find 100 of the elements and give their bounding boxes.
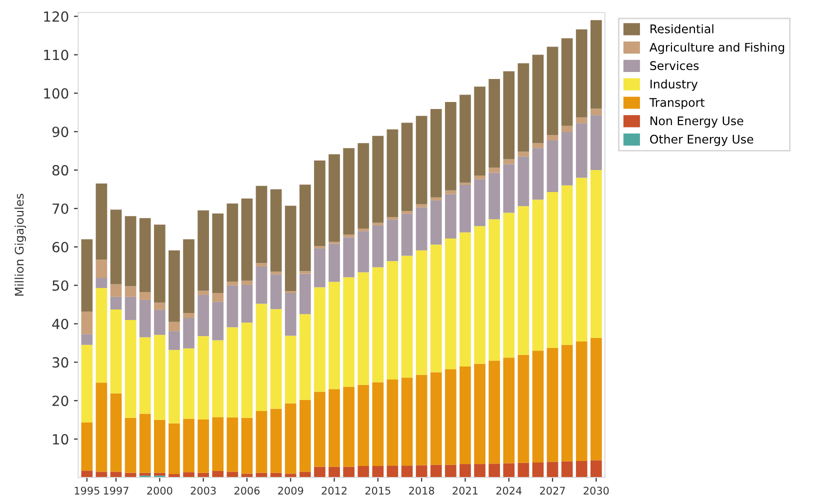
bar — [358, 228, 370, 232]
bar — [168, 322, 180, 332]
x-tick-label: 2003 — [190, 486, 216, 495]
bar — [139, 292, 151, 300]
bar — [183, 418, 194, 472]
bar — [444, 194, 456, 238]
bar — [460, 185, 471, 232]
y-axis-title: Million Gigajoules — [14, 194, 26, 296]
legend-label: Services — [650, 60, 699, 70]
y-tick-label: 70 — [52, 203, 68, 214]
y-tick-label: 30 — [52, 357, 68, 368]
bar — [110, 393, 122, 472]
x-tick-label: 2009 — [278, 486, 304, 495]
bar — [154, 420, 166, 473]
bar — [212, 302, 224, 340]
bar — [110, 210, 122, 284]
bar — [270, 408, 282, 473]
legend-label: Agriculture and Fishing — [649, 42, 784, 54]
x-tick-label: 2024 — [496, 486, 522, 495]
x-tick-label: 2030 — [584, 486, 609, 495]
legend-label: Other Energy Use — [650, 134, 754, 146]
bar — [270, 272, 282, 275]
bar — [518, 206, 530, 355]
bar — [154, 334, 166, 420]
bar — [314, 287, 326, 392]
bar — [561, 126, 573, 132]
bar — [532, 143, 544, 148]
bar — [532, 54, 544, 144]
bar — [372, 382, 384, 466]
bar — [168, 423, 180, 474]
bar — [139, 300, 151, 338]
bar — [401, 214, 413, 256]
bar — [590, 108, 602, 116]
bar — [226, 472, 238, 478]
bar — [561, 344, 573, 462]
bar — [430, 244, 442, 372]
bar — [386, 380, 398, 466]
bar — [96, 278, 108, 288]
bar — [416, 116, 428, 204]
bar — [226, 418, 238, 472]
bar — [401, 122, 413, 212]
bar — [96, 288, 108, 383]
bar — [474, 179, 486, 226]
bar — [241, 418, 253, 474]
bar — [401, 256, 413, 378]
bar — [503, 358, 515, 464]
bar — [241, 284, 253, 323]
bar — [590, 338, 602, 460]
y-tick-label: 20 — [52, 396, 68, 406]
x-tick-label: 1995 — [74, 486, 100, 495]
bar — [168, 350, 180, 424]
bar — [198, 419, 209, 473]
bar — [416, 207, 428, 250]
bar — [81, 470, 93, 478]
bar — [386, 216, 398, 220]
bar — [430, 372, 442, 465]
bar — [460, 464, 471, 478]
bar — [503, 212, 515, 358]
y-tick-label: 80 — [52, 165, 68, 176]
bar — [372, 225, 384, 268]
bar — [154, 224, 166, 303]
bar — [460, 232, 471, 366]
bar — [401, 378, 413, 466]
bar — [343, 237, 354, 278]
bar — [590, 170, 602, 338]
bar — [124, 216, 136, 286]
x-tick-label: 2021 — [452, 486, 478, 495]
bar — [488, 464, 500, 478]
bar — [110, 310, 122, 394]
bar — [299, 271, 311, 274]
x-tick-label: 2015 — [365, 486, 390, 495]
bar — [270, 274, 282, 310]
y-tick-label: 110 — [44, 50, 68, 60]
bar — [416, 250, 428, 375]
bar — [488, 78, 500, 168]
bar — [256, 304, 268, 412]
bar — [444, 190, 456, 194]
bar — [546, 135, 558, 140]
bar — [124, 296, 136, 320]
bar — [110, 472, 122, 478]
bar — [299, 184, 311, 272]
bar — [226, 203, 238, 282]
y-tick-label: 90 — [52, 126, 68, 138]
bar — [168, 331, 180, 350]
bar — [198, 336, 209, 420]
bar — [416, 374, 428, 466]
legend-label: Residential — [650, 24, 714, 34]
bar — [460, 94, 471, 183]
bar — [256, 186, 268, 264]
x-tick-label: 2000 — [147, 486, 172, 495]
bar — [372, 466, 384, 478]
bar — [256, 266, 268, 304]
x-tick-label: 2018 — [409, 486, 434, 495]
bar — [198, 290, 209, 295]
bar — [154, 310, 166, 335]
bar — [576, 117, 588, 124]
bar — [314, 466, 326, 478]
bar — [212, 213, 224, 294]
bar — [81, 239, 93, 312]
bar — [546, 140, 558, 192]
